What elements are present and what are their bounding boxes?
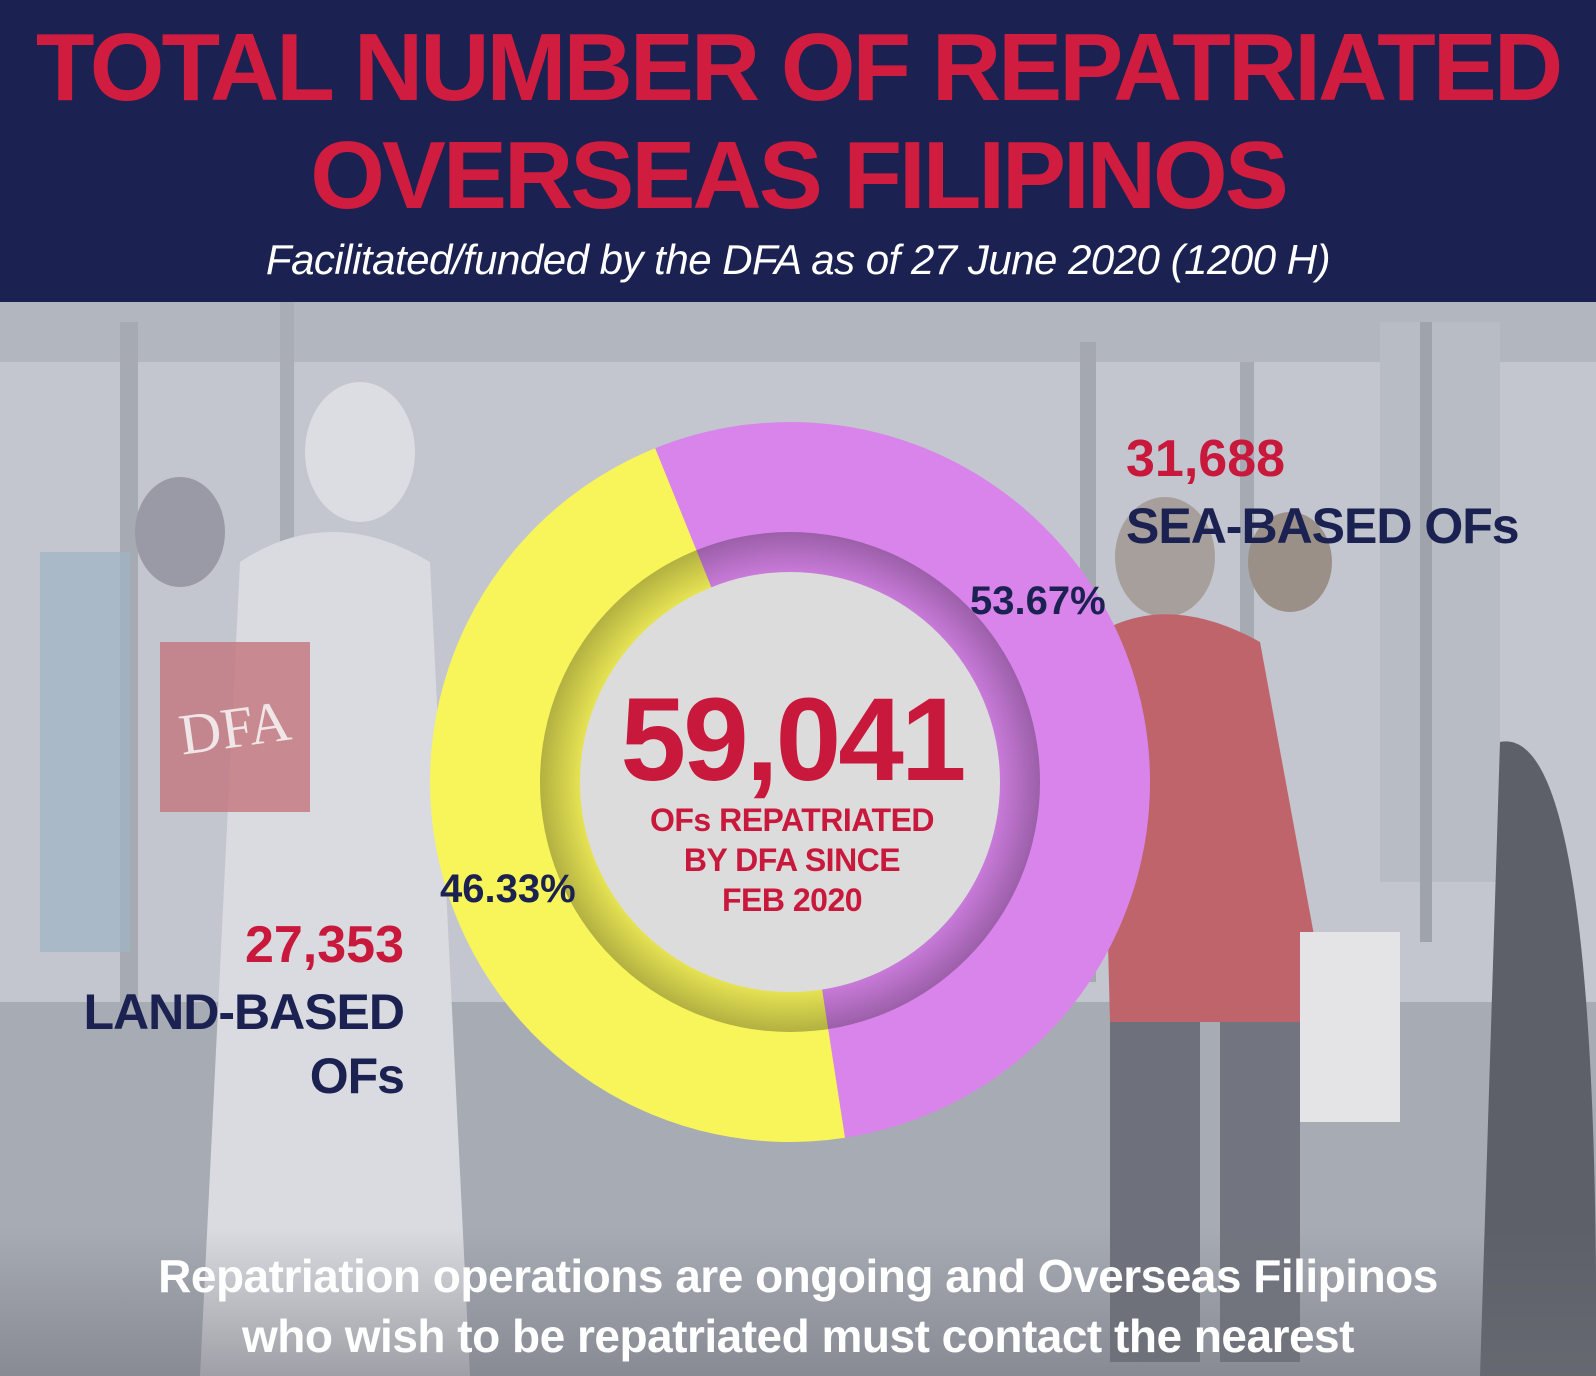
land-based-category-label-line-1: LAND-BASED <box>83 984 405 1040</box>
header-banner: TOTAL NUMBER OF REPATRIATED OVERSEAS FIL… <box>0 0 1596 302</box>
footer-note: Repatriation operations are ongoing and … <box>0 1246 1596 1366</box>
page-subtitle: Facilitated/funded by the DFA as of 27 J… <box>265 236 1331 283</box>
title-line-1: TOTAL NUMBER OF REPATRIATED <box>35 14 1563 121</box>
center-caption-line-1: OFs REPATRIATED <box>649 802 935 838</box>
footer-line-2: who wish to be repatriated must contact … <box>242 1310 1354 1362</box>
footer-line-1: Repatriation operations are ongoing and … <box>158 1250 1438 1302</box>
page-title: TOTAL NUMBER OF REPATRIATED OVERSEAS FIL… <box>0 14 1596 230</box>
title-line-2: OVERSEAS FILIPINOS <box>310 122 1289 229</box>
land-based-percent-label: 46.33% <box>440 867 576 911</box>
center-caption-line-3: FEB 2020 <box>721 882 863 918</box>
donut-center <box>580 572 1000 992</box>
footer-shade <box>0 1228 1596 1376</box>
sea-based-value-label: 31,688 <box>1126 430 1286 488</box>
land-based-category-label-line-2: OFs <box>309 1048 405 1104</box>
center-total: 59,041 <box>620 674 967 806</box>
sea-based-category-label: SEA-BASED OFs <box>1126 498 1520 554</box>
center-caption-line-2: BY DFA SINCE <box>683 842 901 878</box>
center-caption: OFs REPATRIATED BY DFA SINCE FEB 2020 <box>610 800 974 920</box>
land-based-value-label: 27,353 <box>244 916 404 974</box>
sea-based-percent-label: 53.67% <box>970 579 1106 623</box>
